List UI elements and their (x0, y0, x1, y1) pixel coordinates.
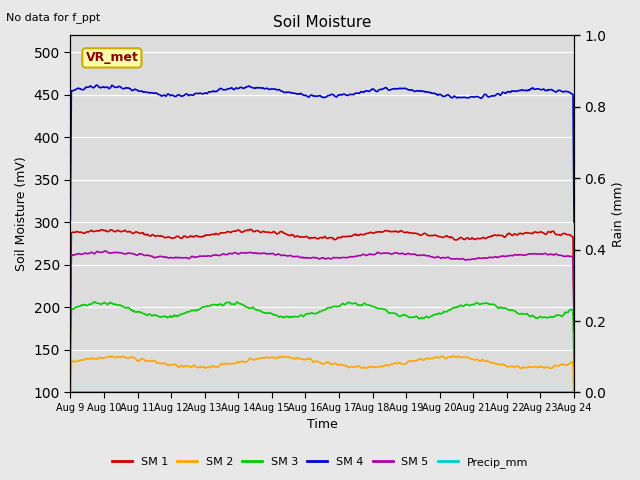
Text: No data for f_ppt: No data for f_ppt (6, 12, 100, 23)
Legend: SM 1, SM 2, SM 3, SM 4, SM 5, Precip_mm: SM 1, SM 2, SM 3, SM 4, SM 5, Precip_mm (108, 452, 532, 472)
Title: Soil Moisture: Soil Moisture (273, 15, 371, 30)
Y-axis label: Rain (mm): Rain (mm) (612, 181, 625, 247)
Y-axis label: Soil Moisture (mV): Soil Moisture (mV) (15, 156, 28, 271)
X-axis label: Time: Time (307, 419, 337, 432)
Text: VR_met: VR_met (86, 51, 138, 64)
